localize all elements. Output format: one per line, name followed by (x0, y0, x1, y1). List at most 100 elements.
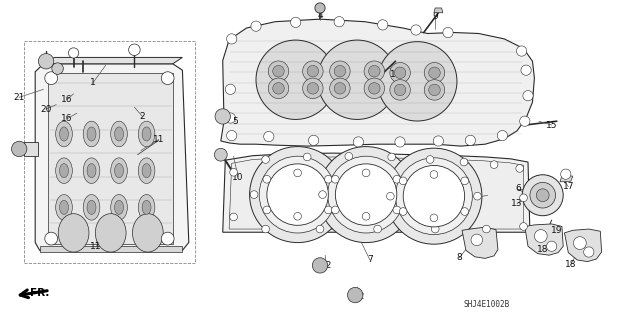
Circle shape (214, 148, 227, 161)
Circle shape (394, 67, 406, 78)
Circle shape (129, 44, 140, 56)
Circle shape (369, 83, 380, 94)
Circle shape (317, 40, 397, 119)
Circle shape (362, 212, 370, 220)
Ellipse shape (138, 121, 155, 147)
Circle shape (426, 156, 434, 163)
Ellipse shape (115, 127, 124, 141)
Circle shape (461, 177, 468, 185)
Polygon shape (35, 64, 189, 250)
Ellipse shape (87, 200, 96, 214)
Circle shape (318, 147, 414, 242)
Circle shape (267, 164, 328, 225)
Text: FR.: FR. (30, 288, 49, 298)
Circle shape (516, 46, 527, 56)
Circle shape (394, 84, 406, 96)
Text: 9: 9 (433, 12, 438, 21)
Circle shape (263, 175, 271, 183)
Circle shape (353, 137, 364, 147)
Circle shape (369, 65, 380, 77)
Circle shape (227, 130, 237, 141)
Text: 3: 3 (17, 144, 22, 153)
Circle shape (536, 189, 549, 202)
Circle shape (573, 237, 586, 249)
Circle shape (523, 91, 533, 101)
Circle shape (225, 113, 236, 123)
Text: 15: 15 (456, 196, 468, 205)
Circle shape (250, 191, 258, 198)
Circle shape (362, 169, 370, 177)
Circle shape (474, 192, 481, 200)
Ellipse shape (83, 195, 100, 220)
Text: 18: 18 (565, 260, 577, 269)
Circle shape (268, 61, 289, 81)
Circle shape (429, 67, 440, 78)
Circle shape (230, 168, 237, 176)
Circle shape (465, 135, 476, 145)
Circle shape (335, 164, 397, 225)
Circle shape (520, 194, 527, 202)
Circle shape (230, 213, 237, 221)
Circle shape (332, 175, 339, 183)
Circle shape (294, 169, 301, 177)
Circle shape (38, 54, 54, 69)
Text: 7: 7 (367, 256, 372, 264)
Ellipse shape (95, 214, 126, 252)
Circle shape (386, 148, 482, 244)
Circle shape (403, 166, 465, 227)
Circle shape (262, 156, 269, 163)
Circle shape (483, 225, 490, 233)
Circle shape (268, 78, 289, 99)
Circle shape (332, 206, 339, 214)
Circle shape (364, 61, 385, 81)
Text: 6: 6 (516, 184, 521, 193)
Polygon shape (229, 157, 524, 229)
Text: 21: 21 (13, 93, 25, 102)
Circle shape (303, 78, 323, 99)
Ellipse shape (56, 158, 72, 183)
Circle shape (12, 141, 27, 157)
Text: 17: 17 (563, 182, 574, 191)
Circle shape (522, 175, 563, 216)
Ellipse shape (138, 195, 155, 220)
Circle shape (433, 136, 444, 146)
Ellipse shape (142, 127, 151, 141)
Circle shape (399, 177, 407, 185)
Circle shape (227, 34, 237, 44)
Circle shape (584, 247, 594, 257)
Circle shape (497, 130, 508, 141)
Circle shape (68, 48, 79, 58)
Ellipse shape (60, 127, 68, 141)
Circle shape (390, 63, 410, 83)
Polygon shape (560, 175, 573, 182)
Circle shape (256, 40, 335, 119)
Circle shape (424, 80, 445, 100)
Polygon shape (223, 153, 530, 232)
Circle shape (308, 135, 319, 145)
Ellipse shape (111, 121, 127, 147)
Circle shape (263, 206, 271, 214)
Circle shape (378, 42, 457, 121)
Circle shape (471, 234, 483, 246)
Circle shape (291, 17, 301, 27)
Ellipse shape (87, 127, 96, 141)
Circle shape (393, 206, 401, 214)
Text: 11: 11 (153, 135, 164, 144)
Text: 5: 5 (233, 117, 238, 126)
Ellipse shape (138, 158, 155, 183)
Ellipse shape (83, 121, 100, 147)
Circle shape (319, 191, 326, 198)
Circle shape (490, 161, 498, 168)
Circle shape (521, 65, 531, 75)
Circle shape (406, 191, 413, 198)
Circle shape (561, 169, 571, 179)
Circle shape (161, 72, 174, 85)
Circle shape (378, 20, 388, 30)
Circle shape (348, 287, 363, 303)
Text: 12: 12 (354, 292, 365, 300)
Circle shape (250, 147, 346, 242)
Circle shape (337, 191, 345, 198)
Circle shape (330, 78, 350, 99)
Polygon shape (462, 227, 498, 258)
Circle shape (307, 65, 319, 77)
